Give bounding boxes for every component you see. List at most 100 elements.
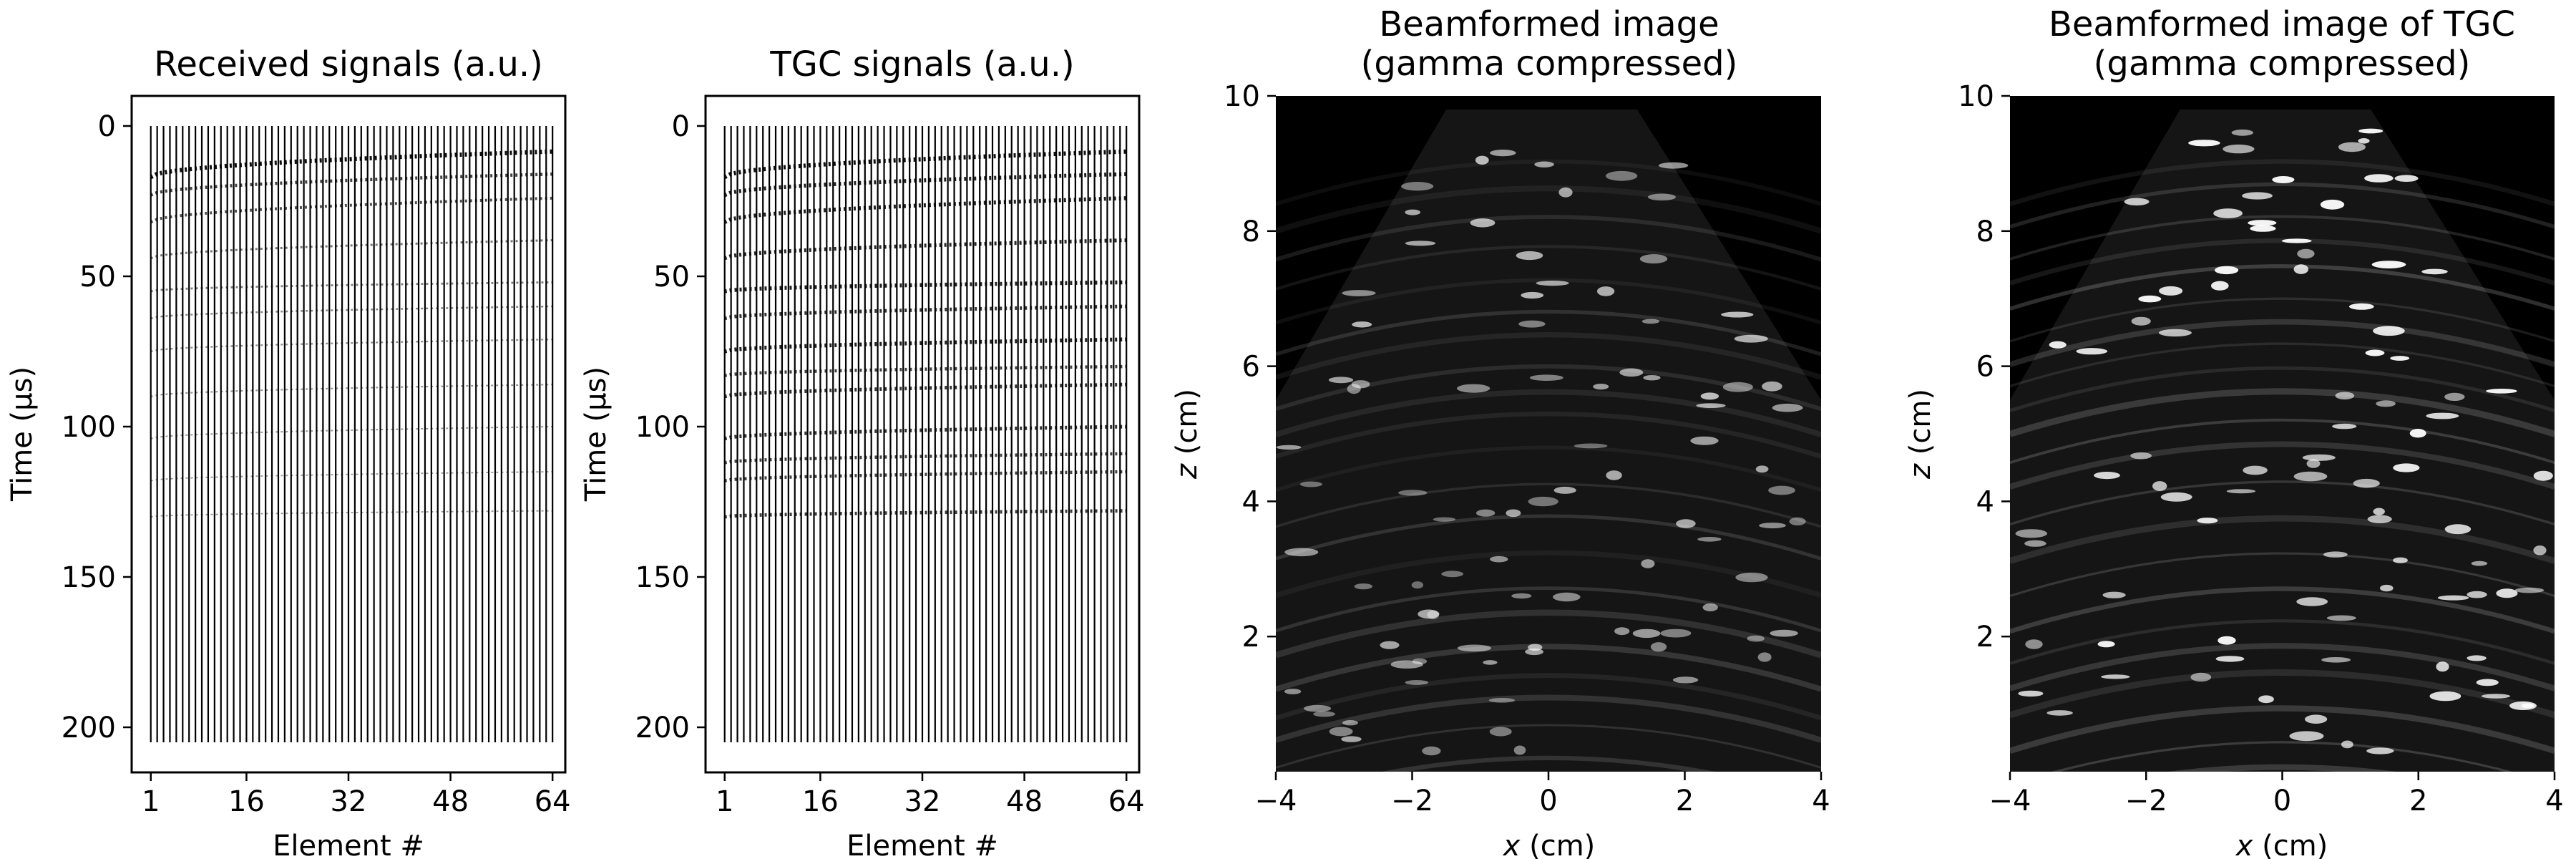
bright-scatterer bbox=[1702, 603, 1718, 611]
panel4-title-line2: (gamma compressed) bbox=[2094, 44, 2471, 84]
bright-scatterer bbox=[1700, 392, 1719, 400]
bright-scatterer bbox=[2514, 587, 2545, 593]
panel1-xlabel: Element # bbox=[273, 830, 424, 859]
bright-scatterer bbox=[2366, 747, 2394, 754]
bright-scatterer bbox=[2242, 192, 2273, 200]
bright-scatterer bbox=[2297, 248, 2315, 259]
x-tick-label: −4 bbox=[1255, 785, 1297, 817]
bright-scatterer bbox=[2471, 560, 2488, 566]
bright-scatterer bbox=[2097, 641, 2115, 648]
y-tick-label: 10 bbox=[1958, 80, 1994, 113]
x-tick-label: 64 bbox=[1108, 785, 1145, 818]
bright-scatterer bbox=[1405, 680, 1429, 685]
bright-scatterer bbox=[2015, 529, 2048, 538]
echo-arrival bbox=[150, 510, 553, 518]
bright-scatterer bbox=[1441, 571, 1464, 578]
bright-scatterer bbox=[1511, 593, 1532, 599]
bright-scatterer bbox=[2481, 694, 2511, 699]
speckle-band bbox=[1275, 514, 1822, 560]
echo-arrival bbox=[150, 305, 553, 320]
bright-scatterer bbox=[1418, 609, 1440, 619]
speckle-band bbox=[2009, 669, 2556, 719]
bright-scatterer bbox=[1528, 644, 1543, 651]
bright-scatterer bbox=[2436, 661, 2449, 672]
speckle-band bbox=[1275, 364, 1822, 412]
bright-scatterer bbox=[2444, 524, 2472, 535]
bright-scatterer bbox=[1513, 745, 1526, 755]
echo-arrival bbox=[150, 149, 553, 180]
speckle-band bbox=[2009, 388, 2556, 437]
bright-scatterer bbox=[1593, 384, 1609, 390]
speckle-band bbox=[1274, 389, 1823, 437]
bright-scatterer bbox=[1475, 155, 1489, 165]
echo-arrival bbox=[724, 304, 1127, 321]
panel4-x-ticks: −4 −2 0 2 4 bbox=[1989, 772, 2564, 817]
bright-scatterer bbox=[2197, 518, 2218, 524]
bright-scatterer bbox=[1342, 720, 1358, 726]
bright-scatterer bbox=[2421, 268, 2448, 275]
echo-arrival bbox=[724, 280, 1127, 293]
bright-scatterer bbox=[2467, 655, 2487, 661]
bright-scatterer bbox=[1757, 652, 1772, 662]
bright-scatterer bbox=[1433, 517, 1456, 522]
panel2-xlabel: Element # bbox=[847, 830, 998, 859]
speckle-band bbox=[2009, 418, 2555, 465]
bright-scatterer bbox=[1553, 592, 1581, 602]
panel1-echoes bbox=[150, 149, 553, 518]
bright-scatterer bbox=[2046, 710, 2073, 716]
bright-scatterer bbox=[1405, 209, 1420, 215]
bright-scatterer bbox=[1284, 548, 1319, 557]
bright-scatterer bbox=[2409, 429, 2426, 438]
x-tick-label: 1 bbox=[716, 785, 733, 818]
bright-scatterer bbox=[1672, 676, 1699, 684]
panel3-title-line2: (gamma compressed) bbox=[1361, 44, 1738, 84]
x-tick-label: 2 bbox=[1676, 785, 1694, 817]
speckle-band bbox=[2009, 586, 2555, 634]
bright-scatterer bbox=[1643, 375, 1661, 381]
y-tick-label: 50 bbox=[79, 261, 116, 293]
echo-arrival bbox=[724, 509, 1127, 519]
echo-arrival bbox=[724, 337, 1127, 354]
bright-scatterer bbox=[2101, 674, 2130, 679]
bright-scatterer bbox=[2533, 470, 2553, 481]
y-tick-label: 4 bbox=[1976, 485, 1994, 518]
bright-scatterer bbox=[1721, 311, 1754, 318]
bright-scatterer bbox=[1614, 627, 1630, 636]
bright-scatterer bbox=[1529, 374, 1563, 381]
bright-scatterer bbox=[2293, 264, 2308, 274]
bright-scatterer bbox=[1405, 241, 1436, 246]
bright-scatterer bbox=[2305, 714, 2328, 724]
bright-scatterer bbox=[2358, 128, 2384, 134]
bright-scatterer bbox=[2025, 639, 2043, 649]
x-tick-label: 1 bbox=[142, 785, 160, 818]
panel-tgc-signals: TGC signals (a.u.) 1 16 32 48 64 0 50 100 150 20… bbox=[580, 44, 1145, 859]
bright-scatterer bbox=[1470, 218, 1496, 228]
speckle-band bbox=[1274, 644, 1823, 692]
bright-scatterer bbox=[1641, 559, 1655, 568]
bright-scatterer bbox=[1596, 286, 1615, 296]
bright-scatterer bbox=[1619, 368, 1644, 377]
bright-scatterer bbox=[1506, 509, 1521, 518]
bright-scatterer bbox=[1299, 481, 1322, 487]
speckle-band bbox=[2009, 480, 2555, 526]
bright-scatterer bbox=[1759, 523, 1786, 529]
bright-scatterer bbox=[2365, 349, 2385, 356]
bright-scatterer bbox=[1284, 689, 1302, 694]
bright-scatterer bbox=[2289, 731, 2324, 742]
bright-scatterer bbox=[2131, 316, 2151, 326]
panel4-y-ticks: 2 4 6 8 10 bbox=[1958, 80, 2010, 654]
bright-scatterer bbox=[2426, 412, 2459, 419]
panel4-xlabel: x (cm) bbox=[2235, 830, 2328, 859]
bright-scatterer bbox=[2390, 356, 2410, 361]
bright-scatterer bbox=[1789, 517, 1806, 526]
speckle-band bbox=[1275, 411, 1822, 459]
bright-scatterer bbox=[2341, 740, 2353, 749]
x-tick-label: 0 bbox=[2273, 785, 2291, 817]
y-tick-label: 150 bbox=[62, 561, 116, 594]
panel4-ylabel: z (cm) bbox=[1904, 389, 1937, 480]
echo-arrival bbox=[724, 424, 1127, 441]
panel-beamformed-image: Beamformed image (gamma compressed) −4 −2… bbox=[1171, 4, 1830, 859]
bright-scatterer bbox=[1401, 182, 1434, 191]
bright-scatterer bbox=[2367, 515, 2392, 523]
bright-scatterer bbox=[1574, 443, 1608, 449]
